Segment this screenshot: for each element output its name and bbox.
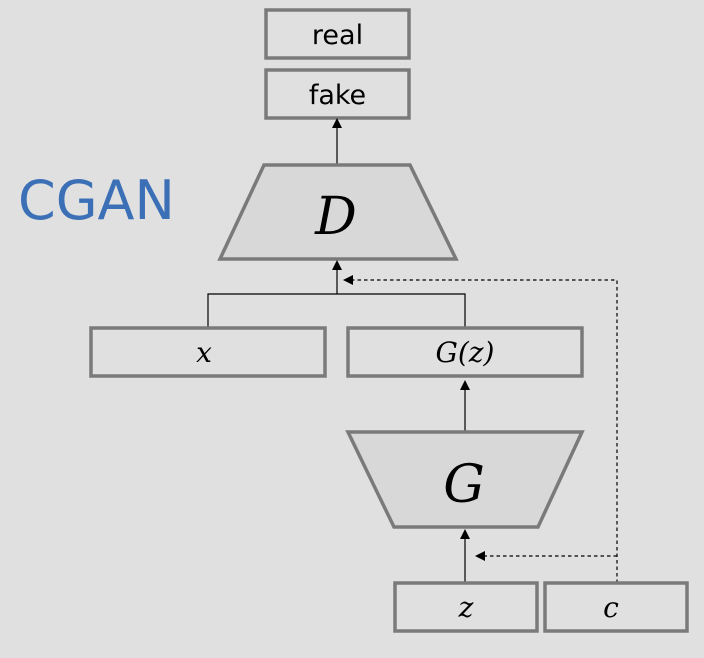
discriminator-block: D — [217, 163, 459, 261]
output-real-label: real — [312, 20, 363, 51]
arrowhead-c-to-g — [475, 551, 485, 561]
output-fake-box: fake — [264, 68, 411, 120]
input-z-label: z — [458, 591, 474, 624]
wire-x-gz-merge — [207, 293, 466, 328]
input-gz-box: G(z) — [346, 326, 584, 378]
arrowhead-merge-to-d — [332, 260, 342, 270]
arrowhead-c-to-d — [343, 275, 353, 285]
input-z-box: z — [393, 581, 539, 633]
dashed-c-to-d — [351, 279, 618, 583]
output-fake-label: fake — [309, 80, 366, 111]
generator-label: G — [443, 455, 485, 515]
input-x-label: x — [196, 336, 212, 369]
arrowhead-g-to-gz — [460, 380, 470, 390]
diagram-title: CGAN — [18, 169, 175, 232]
discriminator-label: D — [314, 187, 357, 247]
arrowhead-z-to-g — [460, 529, 470, 539]
output-real-box: real — [264, 8, 411, 60]
input-gz-label: G(z) — [436, 336, 495, 369]
arrowhead-d-to-fake — [332, 118, 342, 128]
input-x-box: x — [89, 326, 327, 378]
generator-block: G — [345, 430, 585, 529]
input-c-label: c — [603, 591, 619, 624]
input-c-box: c — [543, 581, 689, 633]
